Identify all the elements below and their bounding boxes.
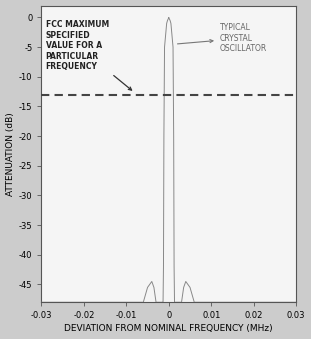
- Y-axis label: ATTENUATION (dB): ATTENUATION (dB): [6, 112, 15, 196]
- Text: FCC MAXIMUM
SPECIFIED
VALUE FOR A
PARTICULAR
FREQUENCY: FCC MAXIMUM SPECIFIED VALUE FOR A PARTIC…: [46, 20, 132, 90]
- X-axis label: DEVIATION FROM NOMINAL FREQUENCY (MHz): DEVIATION FROM NOMINAL FREQUENCY (MHz): [64, 324, 273, 334]
- Text: TYPICAL
CRYSTAL
OSCILLATOR: TYPICAL CRYSTAL OSCILLATOR: [178, 23, 267, 53]
